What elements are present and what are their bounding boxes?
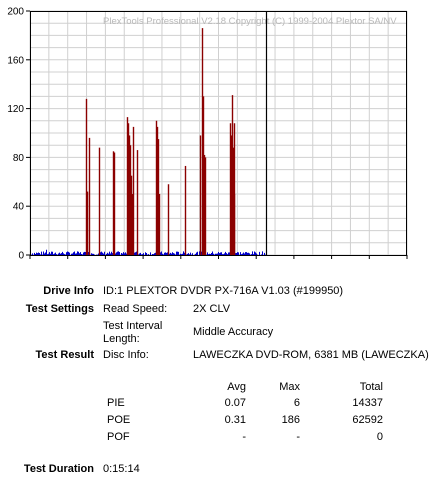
y-tick-label: 0 — [18, 251, 24, 262]
result-row-pof-total: 0 — [376, 431, 383, 443]
result-row-pie-max: 6 — [293, 397, 300, 409]
test-settings-label: Test Settings — [25, 303, 94, 315]
pie-series — [30, 249, 266, 255]
test-interval-key-line1: Test Interval — [103, 320, 163, 332]
y-tick-label: 40 — [13, 202, 25, 213]
x-axis-ticks: 012345678910 — [29, 255, 408, 259]
chart-grid — [29, 10, 408, 256]
error-chart: PlexTools Professional V2.18 Copyright (… — [7, 7, 408, 262]
test-result-label: Test Result — [35, 349, 94, 361]
result-row-pie-total: 14337 — [352, 397, 383, 409]
result-row-poe-avg: 0.31 — [224, 414, 246, 426]
test-duration-value: 0:15:14 — [103, 463, 140, 475]
drive-info-value: ID:1 PLEXTOR DVDR PX-716A V1.03 (#199950… — [103, 285, 344, 297]
result-row-pof-name: POF — [107, 431, 130, 443]
y-tick-label: 120 — [7, 104, 24, 115]
y-tick-label: 80 — [13, 153, 25, 164]
result-row-pof-max: - — [296, 431, 300, 443]
disc-info-value: LAWECZKA DVD-ROM, 6381 MB (LAWECZKA) — [193, 349, 429, 361]
read-speed-key: Read Speed: — [103, 303, 168, 315]
result-row-poe-total: 62592 — [352, 414, 383, 426]
y-tick-label: 160 — [7, 55, 24, 66]
result-row-poe-max: 186 — [281, 414, 300, 426]
result-row-pie-name: PIE — [107, 397, 125, 409]
results-header-max: Max — [279, 381, 300, 393]
test-interval-value: Middle Accuracy — [193, 326, 274, 338]
test-duration-label: Test Duration — [23, 463, 94, 475]
result-row-pof-avg: - — [242, 431, 246, 443]
y-tick-label: 200 — [7, 7, 24, 18]
chart-watermark: PlexTools Professional V2.18 Copyright (… — [103, 16, 397, 27]
poe-series — [85, 28, 236, 255]
read-speed-value: 2X CLV — [193, 303, 231, 315]
result-row-pie-avg: 0.07 — [224, 397, 246, 409]
test-interval-key-line2: Length: — [103, 333, 140, 345]
disc-info-key: Disc Info: — [103, 349, 149, 361]
y-axis-ticks: 0 40 80 120 160 200 — [7, 7, 30, 262]
result-row-poe-name: POE — [107, 414, 131, 426]
drive-info-label: Drive Info — [43, 285, 94, 297]
results-header-avg: Avg — [227, 381, 246, 393]
results-header-total: Total — [359, 381, 383, 393]
